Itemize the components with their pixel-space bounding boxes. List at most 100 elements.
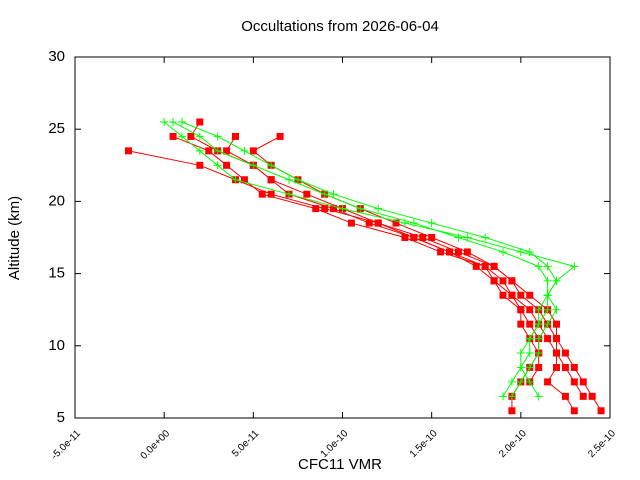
point [392,219,400,227]
point [178,117,186,126]
point [231,175,240,184]
point [374,204,383,213]
point [570,262,579,271]
point [517,291,525,299]
profile-line [252,135,602,412]
point [525,247,534,256]
point [508,291,516,299]
point [561,392,569,400]
point [285,175,293,184]
point [410,234,418,241]
x-tick-label: 5.0e-11 [230,428,262,460]
point [409,219,418,228]
point [472,262,480,270]
point [213,161,222,170]
point [552,276,561,285]
point [543,291,552,300]
point [508,277,516,285]
point [561,363,569,371]
point [437,248,445,256]
point [267,161,276,170]
point [427,219,436,228]
point [534,320,543,329]
point [525,334,534,343]
point [232,132,239,140]
point [446,248,453,256]
x-tick-label: 1.5e-10 [408,428,440,460]
point [347,219,355,227]
point [534,305,543,314]
y-axis-label: Altitude (km) [6,196,23,280]
point [240,146,249,155]
point [507,377,516,386]
profile-line [181,121,558,397]
point [525,349,534,358]
point [454,233,463,242]
point [526,320,534,328]
point [534,392,543,401]
point [481,262,489,270]
point [312,205,320,213]
point [579,378,587,386]
point [534,262,543,271]
point [303,190,311,198]
point [544,378,552,386]
point [570,363,578,371]
x-tick-label: -5.0e-11 [49,428,83,462]
point [419,234,427,241]
point [597,407,605,415]
point [454,248,462,256]
point [428,234,436,241]
y-tick-label: 20 [48,192,65,209]
point [526,306,534,314]
point [160,117,169,126]
point [499,247,507,256]
point [561,349,569,357]
point [481,233,490,242]
point [365,219,373,227]
point [213,146,222,155]
point [196,161,204,169]
point [463,233,472,242]
x-axis-label: CFC11 VMR [298,456,382,473]
point [570,378,578,386]
point [205,147,213,155]
point [579,392,587,400]
y-tick-label: 10 [48,337,65,354]
point [169,132,177,140]
point [507,392,516,401]
point [534,334,543,343]
point [329,190,338,199]
point [535,363,543,371]
point [195,146,204,155]
point [249,147,257,155]
point [543,320,552,329]
y-tick-label: 30 [48,48,65,65]
point [285,190,293,199]
point [588,392,596,400]
y-tick-label: 5 [57,409,65,426]
point [553,363,560,371]
point [125,147,132,155]
point [526,291,534,299]
point [525,377,534,386]
point [516,349,525,358]
point [525,363,534,372]
point [374,219,382,227]
point [330,205,338,213]
point [223,147,231,155]
point [400,219,409,228]
x-tick-label: 2.5e-10 [586,428,618,460]
point [240,176,248,184]
point [499,291,507,299]
point [499,392,507,401]
point [169,117,178,126]
point [499,277,507,285]
point [543,305,552,314]
point [267,176,275,184]
point [178,132,186,141]
x-tick-label: 2.0e-10 [497,428,529,460]
x-tick-label: 0.0e+00 [139,428,173,462]
point [223,161,231,169]
